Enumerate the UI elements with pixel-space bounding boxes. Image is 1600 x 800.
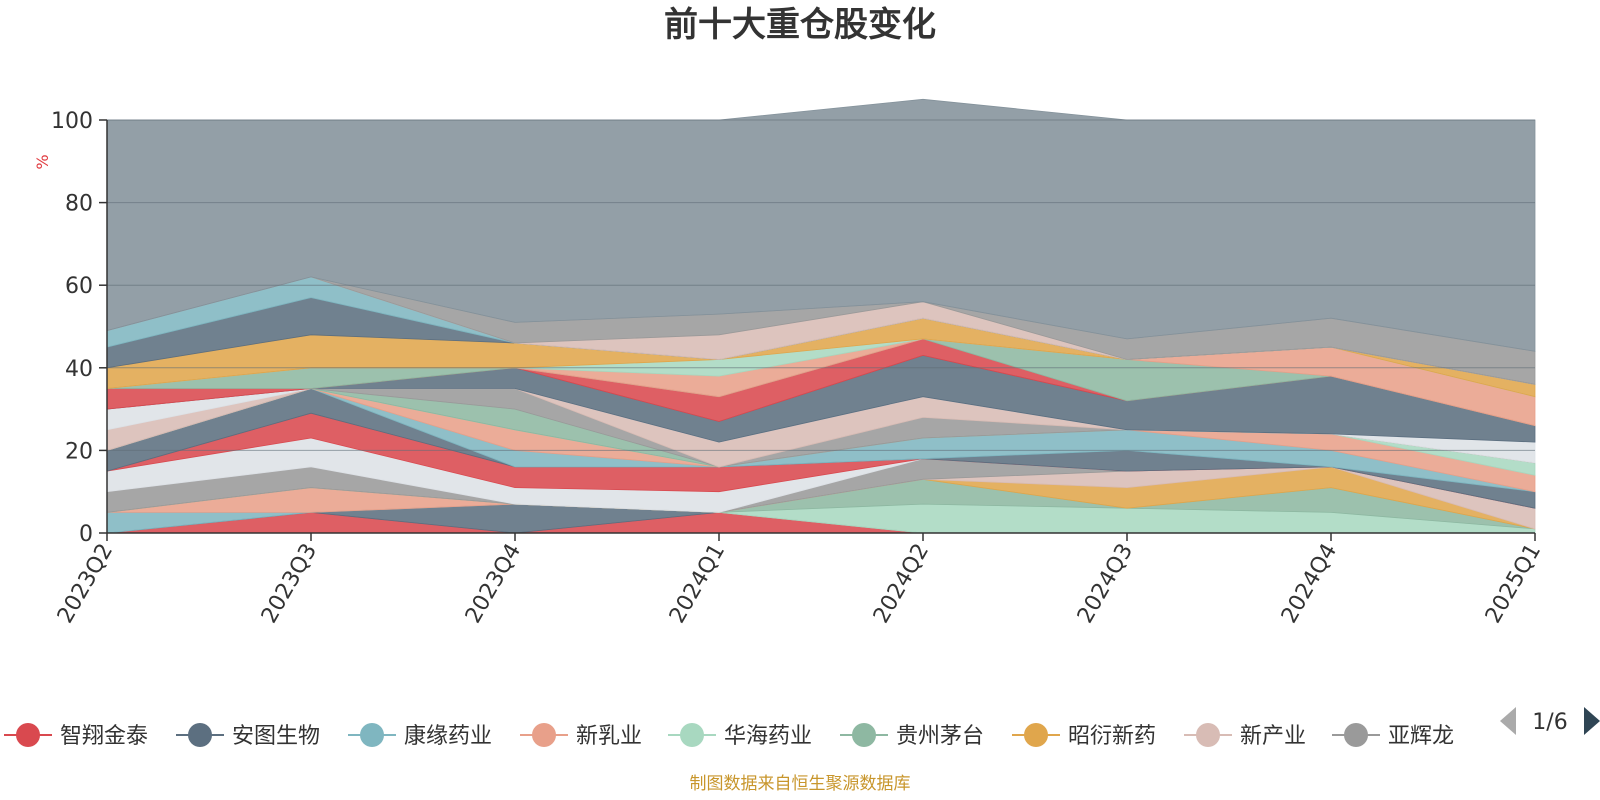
x-tick-label: 2024Q2 bbox=[869, 540, 934, 628]
y-tick-label: 80 bbox=[65, 192, 93, 217]
y-tick-label: 60 bbox=[65, 274, 93, 299]
legend-label: 贵州茅台 bbox=[896, 724, 984, 749]
legend-item-3[interactable]: 新乳业 bbox=[520, 723, 642, 749]
legend-swatch-dot bbox=[360, 723, 384, 747]
legend-swatch-dot bbox=[16, 723, 40, 747]
legend-label: 华海药业 bbox=[724, 724, 812, 749]
area-series-group bbox=[106, 98, 1536, 534]
legend-prev-icon[interactable] bbox=[1500, 707, 1516, 735]
legend-swatch-dot bbox=[680, 723, 704, 747]
legend-swatch-dot bbox=[852, 723, 876, 747]
legend-swatch-dot bbox=[1196, 723, 1220, 747]
legend-item-0[interactable]: 智翔金泰 bbox=[4, 723, 148, 749]
legend-label: 新乳业 bbox=[576, 724, 642, 749]
y-tick-label: 100 bbox=[51, 109, 93, 134]
legend-swatch-dot bbox=[532, 723, 556, 747]
y-tick-label: 20 bbox=[65, 439, 93, 464]
x-tick-label: 2024Q3 bbox=[1073, 540, 1138, 628]
legend-label: 新产业 bbox=[1240, 724, 1306, 749]
x-tick-label: 2023Q4 bbox=[461, 540, 526, 628]
y-tick-label: 40 bbox=[65, 357, 93, 382]
x-tick-label: 2024Q4 bbox=[1277, 540, 1342, 628]
legend-label: 康缘药业 bbox=[404, 724, 492, 749]
legend-item-6[interactable]: 昭衍新药 bbox=[1012, 723, 1156, 749]
legend-swatch-dot bbox=[1024, 723, 1048, 747]
chart-title: 前十大重仓股变化 bbox=[664, 5, 936, 45]
legend-item-1[interactable]: 安图生物 bbox=[176, 723, 320, 749]
legend-page-indicator: 1/6 bbox=[1532, 710, 1567, 735]
grid-lines bbox=[107, 119, 1535, 451]
x-tick-label: 2024Q1 bbox=[665, 540, 730, 628]
x-tick-label: 2025Q1 bbox=[1481, 540, 1546, 628]
legend-next-icon[interactable] bbox=[1584, 707, 1600, 735]
legend-item-8[interactable]: 亚辉龙 bbox=[1332, 723, 1454, 749]
x-tick-label: 2023Q2 bbox=[53, 540, 118, 628]
legend-item-7[interactable]: 新产业 bbox=[1184, 723, 1306, 749]
y-axis-unit: % bbox=[33, 154, 52, 169]
legend-swatch-dot bbox=[188, 723, 212, 747]
legend: 智翔金泰 安图生物 康缘药业 新乳业 华海药业 贵州茅台 昭衍新药 新产业 亚辉龙 bbox=[4, 723, 1454, 749]
legend-item-5[interactable]: 贵州茅台 bbox=[840, 723, 984, 749]
legend-item-4[interactable]: 华海药业 bbox=[668, 723, 812, 749]
legend-label: 亚辉龙 bbox=[1388, 724, 1454, 749]
legend-label: 智翔金泰 bbox=[60, 724, 148, 749]
legend-swatch-dot bbox=[1344, 723, 1368, 747]
legend-pager: 1/6 bbox=[1500, 707, 1600, 735]
source-note: 制图数据来自恒生聚源数据库 bbox=[690, 774, 911, 794]
x-tick-label: 2023Q3 bbox=[257, 540, 322, 628]
legend-item-2[interactable]: 康缘药业 bbox=[348, 723, 492, 749]
y-tick-label: 0 bbox=[79, 522, 93, 547]
legend-label: 安图生物 bbox=[232, 724, 320, 749]
legend-label: 昭衍新药 bbox=[1068, 724, 1156, 749]
